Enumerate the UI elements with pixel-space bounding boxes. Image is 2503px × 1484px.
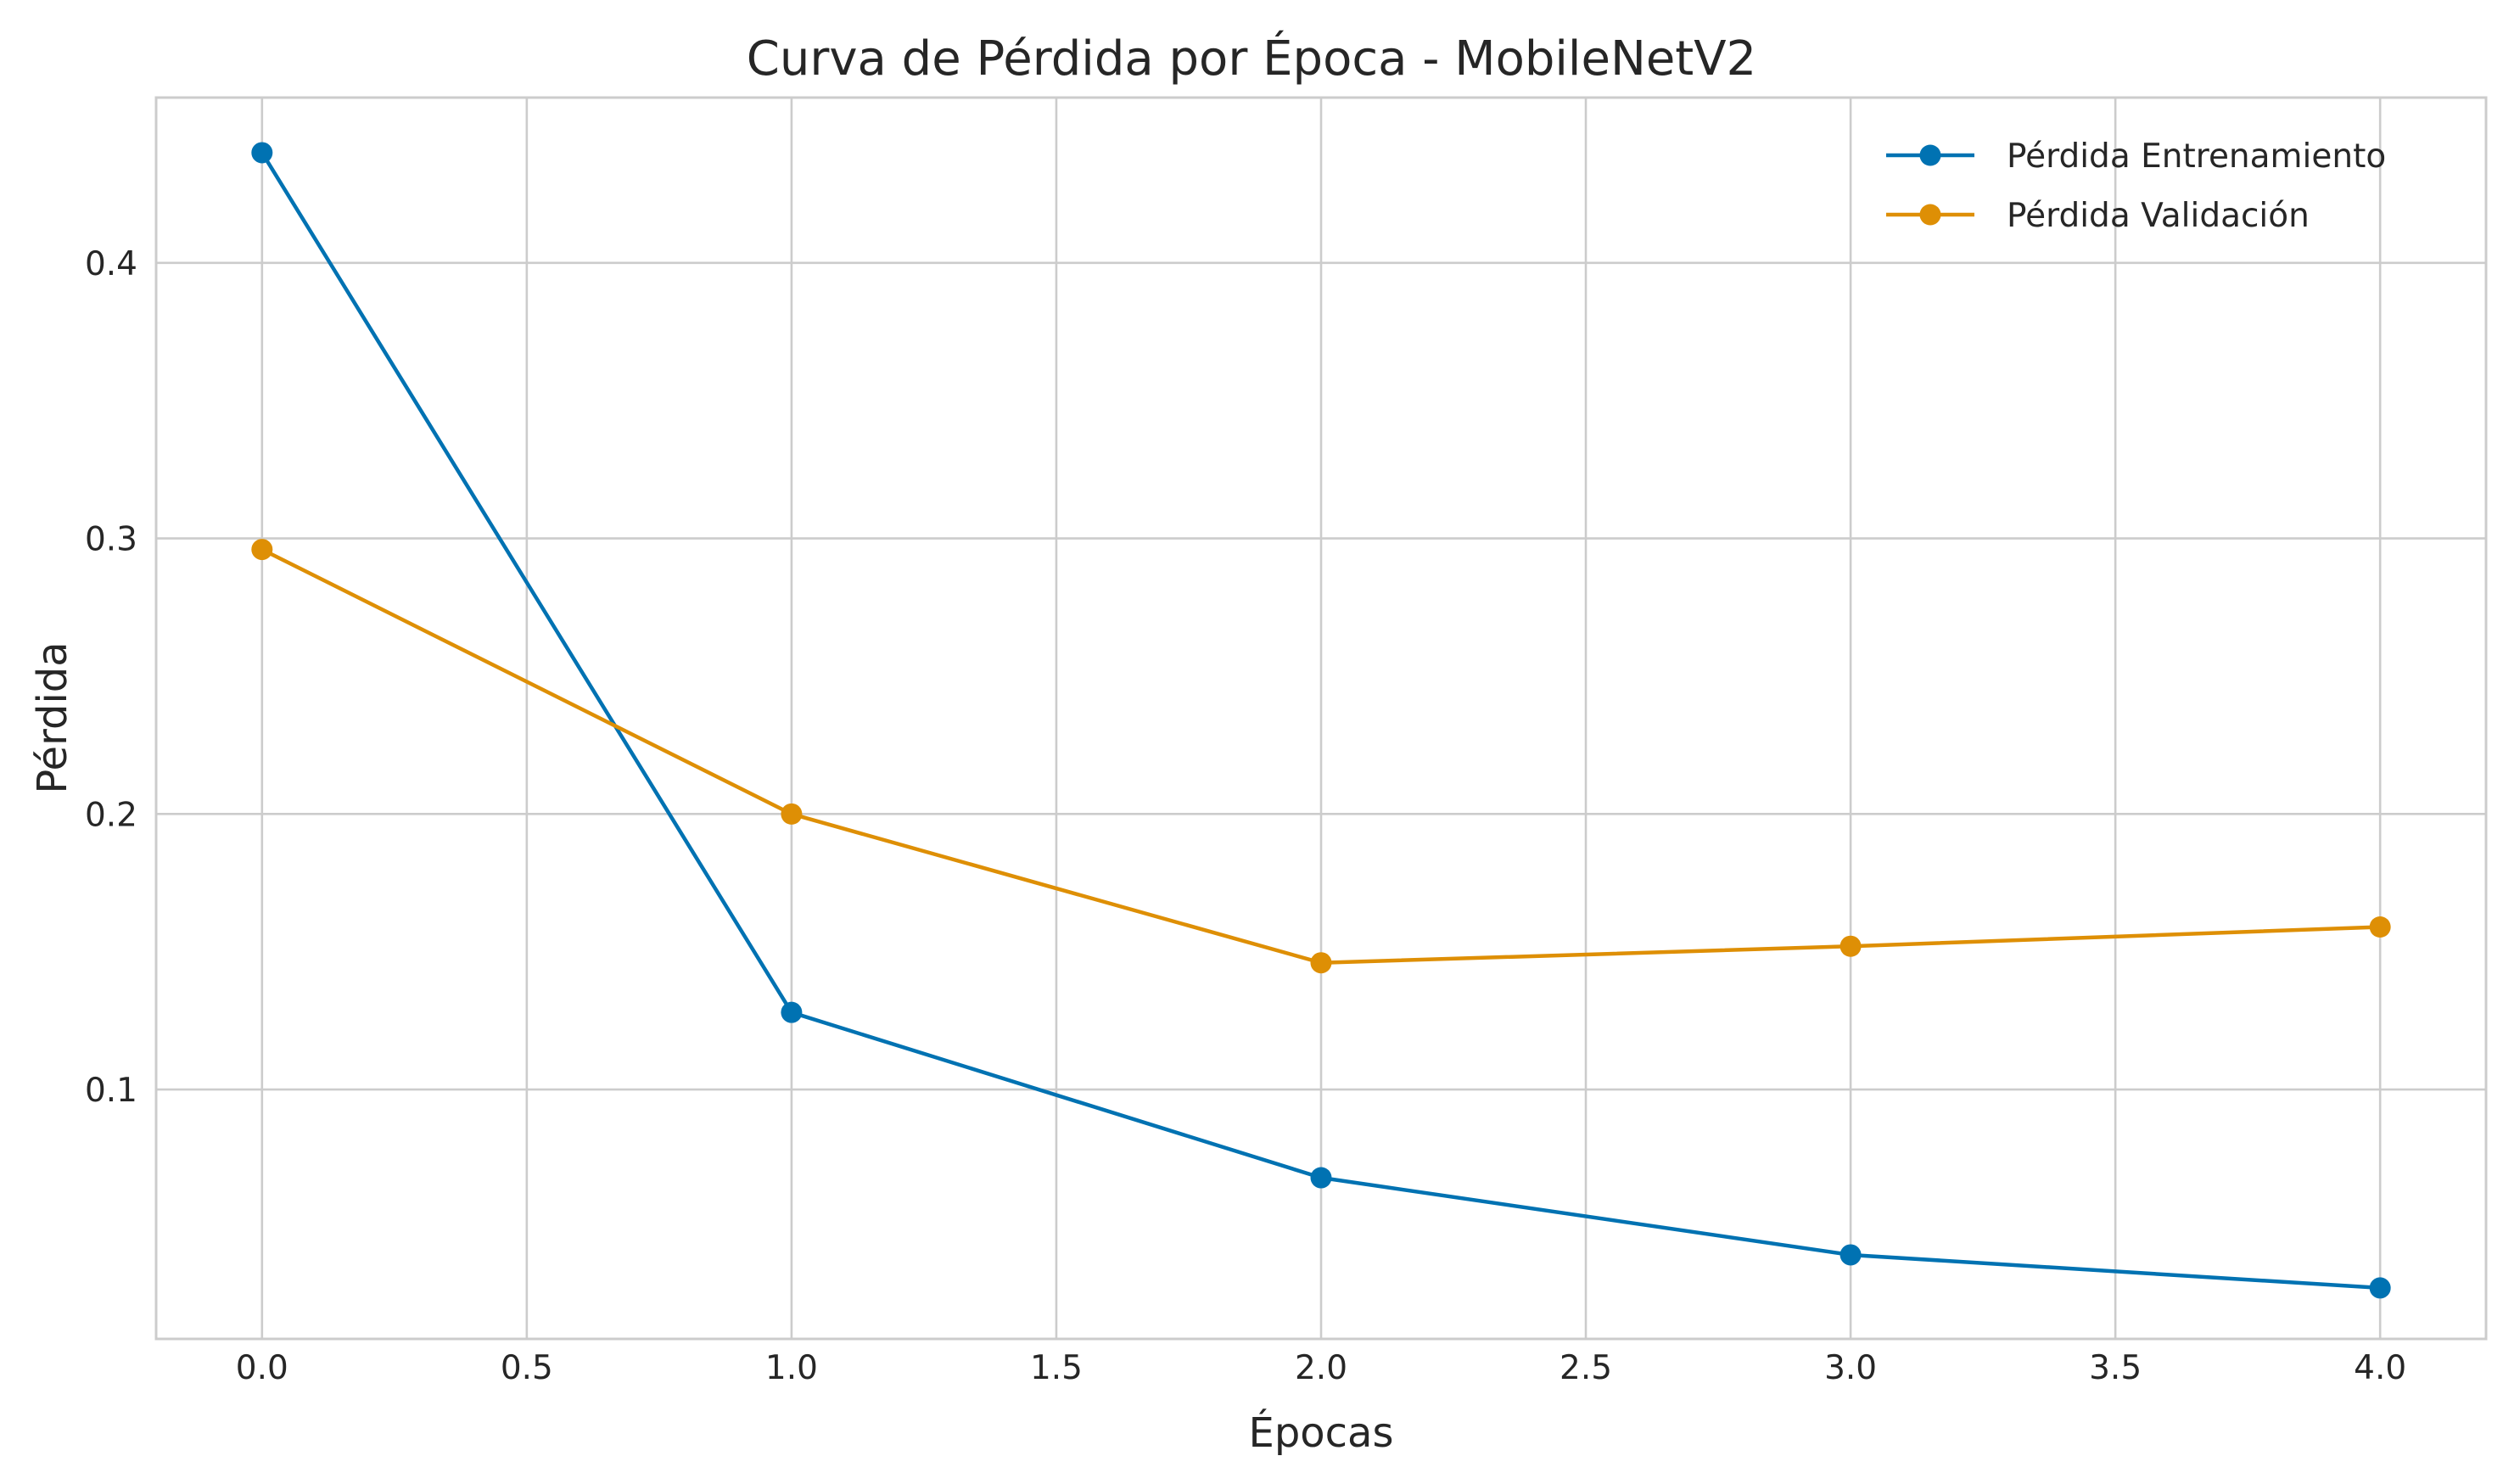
x-axis-label: Épocas xyxy=(1249,1408,1394,1457)
data-point xyxy=(251,142,273,164)
series-2 xyxy=(251,539,2391,974)
x-tick-labels: 0.0 0.5 1.0 1.5 2.0 2.5 3.0 3.5 4.0 xyxy=(236,1349,2406,1387)
chart-title: Curva de Pérdida por Época - MobileNetV2 xyxy=(747,31,1756,87)
y-tick-label: 0.1 xyxy=(85,1072,137,1110)
data-point xyxy=(1310,952,1332,974)
legend: Pérdida Entrenamiento Pérdida Validación xyxy=(1886,137,2386,235)
y-tick-labels: 0.1 0.2 0.3 0.4 xyxy=(85,245,137,1110)
y-axis-label: Pérdida xyxy=(29,641,76,793)
y-tick-label: 0.3 xyxy=(85,521,137,559)
x-tick-label: 0.5 xyxy=(501,1349,553,1387)
data-point xyxy=(1310,1167,1332,1189)
data-point xyxy=(781,1001,803,1023)
legend-marker xyxy=(1919,144,1941,166)
data-point xyxy=(781,803,803,825)
legend-item: Pérdida Validación xyxy=(1886,197,2310,235)
data-point xyxy=(1839,935,1862,957)
legend-label: Pérdida Entrenamiento xyxy=(2007,137,2386,176)
y-tick-label: 0.2 xyxy=(85,796,137,834)
y-tick-label: 0.4 xyxy=(85,245,137,283)
x-tick-label: 3.5 xyxy=(2089,1349,2142,1387)
x-tick-label: 4.0 xyxy=(2354,1349,2406,1387)
series-layer xyxy=(251,142,2391,1299)
data-point xyxy=(1839,1244,1862,1266)
x-tick-label: 0.0 xyxy=(236,1349,288,1387)
legend-marker xyxy=(1919,204,1941,226)
grid-lines xyxy=(156,98,2486,1339)
x-tick-label: 2.0 xyxy=(1295,1349,1347,1387)
legend-label: Pérdida Validación xyxy=(2007,197,2310,235)
legend-item: Pérdida Entrenamiento xyxy=(1886,137,2386,176)
x-tick-label: 2.5 xyxy=(1559,1349,1612,1387)
plot-frame xyxy=(154,96,2488,1341)
x-tick-label: 1.0 xyxy=(765,1349,818,1387)
x-tick-label: 3.0 xyxy=(1824,1349,1877,1387)
data-point xyxy=(2369,916,2391,938)
x-tick-label: 1.5 xyxy=(1030,1349,1083,1387)
data-point xyxy=(251,539,273,561)
data-point xyxy=(2369,1277,2391,1299)
